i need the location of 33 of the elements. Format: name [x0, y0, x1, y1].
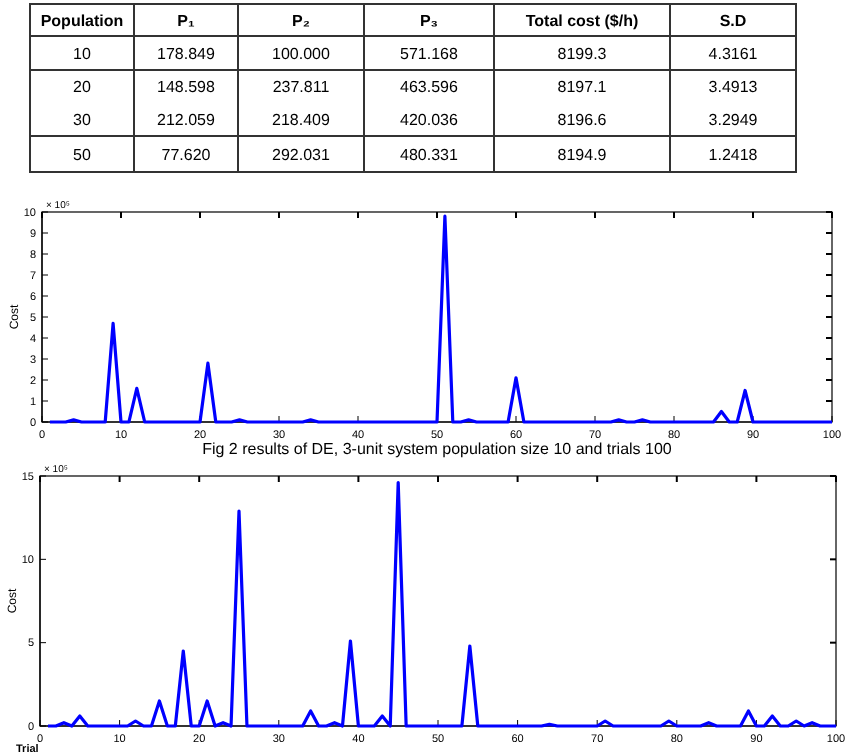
- text: 20: [73, 78, 92, 96]
- line-series: [46, 481, 838, 728]
- text: 8196.6: [557, 111, 608, 129]
- line-series: [48, 214, 834, 424]
- text: 8199.3: [557, 45, 608, 63]
- text: P₁: [177, 12, 197, 30]
- text: 292.031: [272, 146, 332, 164]
- text: 100.000: [272, 45, 332, 63]
- text: Population: [40, 12, 124, 30]
- text: 10: [73, 45, 92, 63]
- text: 8194.9: [557, 146, 608, 164]
- text: 30: [73, 111, 92, 129]
- text: 1.2418: [708, 146, 759, 164]
- text: 571.168: [400, 45, 460, 63]
- text: 480.331: [400, 146, 460, 164]
- text: 420.036: [400, 111, 460, 129]
- text: 8197.1: [557, 78, 608, 96]
- text: 218.409: [272, 111, 332, 129]
- text: P₃: [419, 12, 439, 30]
- text: Fig 2 results of DE, 3-unit system population size 10 and trials 100: [202, 440, 673, 458]
- text: 237.811: [272, 78, 331, 96]
- text: 4.3161: [708, 45, 759, 63]
- text: 212.059: [157, 111, 217, 129]
- text: 148.598: [157, 78, 217, 96]
- text: Total cost ($/h): [525, 12, 639, 30]
- text: 50: [73, 146, 92, 164]
- text: P₂: [292, 12, 311, 30]
- text: 178.849: [157, 45, 217, 63]
- text: 3.2949: [708, 111, 759, 129]
- text: 3.4913: [708, 78, 759, 96]
- text: 77.620: [161, 146, 212, 164]
- text: S.D: [719, 12, 747, 30]
- text: 463.596: [400, 78, 460, 96]
